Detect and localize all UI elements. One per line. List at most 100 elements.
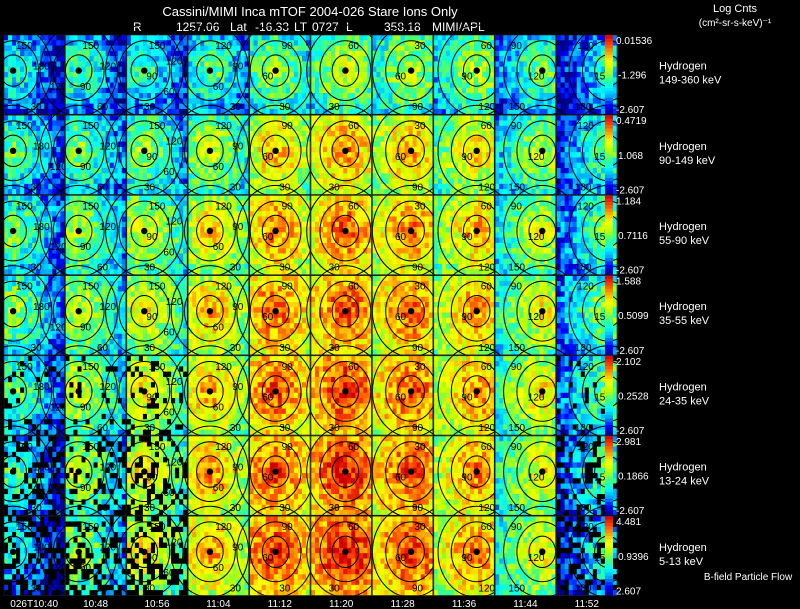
heat-cell (167, 40, 172, 46)
heat-cell (220, 50, 225, 57)
heat-cell (101, 115, 106, 121)
heat-cell (192, 152, 197, 158)
heat-cell (159, 162, 164, 169)
heat-cell (495, 56, 500, 62)
heat-cell (52, 269, 57, 275)
heat-cell (32, 98, 37, 104)
heat-cell (511, 152, 516, 158)
heat-cell (359, 56, 364, 62)
heat-cell (24, 237, 29, 244)
heat-cell (311, 82, 316, 89)
heat-cell (293, 136, 299, 142)
heat-cell (142, 87, 148, 94)
heat-cell (273, 178, 279, 185)
heat-cell (437, 103, 443, 110)
heat-cell (461, 45, 467, 52)
heat-cell (183, 173, 188, 179)
heat-cell (196, 178, 201, 185)
heat-cell (372, 120, 377, 127)
heat-cell (297, 125, 303, 132)
panel-frame (372, 34, 434, 115)
heat-cell (416, 173, 422, 179)
heat-cell (572, 120, 578, 127)
heat-cell (117, 98, 123, 104)
heat-cell (126, 82, 132, 89)
heat-cell (249, 120, 254, 127)
heat-cell (175, 40, 180, 46)
heat-cell (384, 146, 389, 153)
heat-cell (24, 264, 29, 270)
heat-cell (564, 35, 569, 41)
heat-cell (253, 146, 258, 153)
heat-cell (482, 173, 487, 179)
heat-cell (453, 93, 459, 99)
heat-cell (470, 131, 475, 137)
heat-cell (466, 82, 471, 89)
heat-cell (499, 120, 504, 127)
heat-cell (482, 125, 487, 132)
heat-cell (576, 71, 582, 78)
heat-cell (20, 157, 25, 164)
heat-cell (113, 152, 119, 158)
heat-cell (126, 66, 132, 73)
heat-cell (503, 98, 508, 104)
heat-cell (171, 77, 176, 83)
heat-cell (339, 152, 344, 158)
heat-cell (179, 71, 184, 78)
heat-cell (16, 66, 21, 73)
heat-cell (596, 71, 602, 78)
heat-cell (28, 168, 33, 174)
heat-cell (495, 178, 500, 185)
heat-cell (44, 152, 49, 158)
heat-cell (81, 40, 86, 46)
heat-cell (12, 131, 17, 137)
heat-cell (543, 40, 548, 46)
heat-cell (293, 178, 299, 185)
heat-cell (138, 146, 144, 153)
heat-cell (323, 146, 328, 153)
heat-cell (323, 50, 328, 57)
heat-cell (204, 66, 209, 73)
heat-cell (400, 40, 405, 46)
heat-cell (490, 82, 495, 89)
heat-cell (351, 152, 356, 158)
contour-line-1 (118, 40, 171, 101)
heat-cell (376, 168, 381, 174)
heat-cell (503, 120, 508, 127)
heat-cell (449, 35, 455, 41)
heat-cell (52, 66, 57, 73)
heat-cell (470, 178, 475, 185)
heat-cell (24, 61, 29, 67)
heat-cell (305, 157, 311, 164)
heat-cell (232, 35, 237, 41)
heat-cell (416, 61, 422, 67)
heat-cell (543, 131, 548, 137)
heat-cell (60, 195, 65, 201)
heat-cell (511, 40, 516, 46)
heat-cell (85, 61, 90, 67)
heat-cell (560, 35, 565, 41)
heat-cell (600, 173, 606, 179)
heat-cell (319, 189, 324, 195)
heat-cell (535, 108, 540, 115)
heat-cell (44, 50, 49, 57)
heat-cell (208, 82, 213, 89)
heat-cell (478, 45, 483, 52)
heat-cell (543, 178, 548, 185)
heat-cell (179, 146, 184, 153)
heat-cell (244, 168, 249, 174)
heat-cell (40, 40, 45, 46)
heat-cell (523, 120, 528, 127)
heat-cell (93, 103, 98, 110)
heat-cell (355, 136, 360, 142)
heat-cell (167, 178, 172, 185)
heat-cell (134, 162, 140, 169)
heat-cell (89, 183, 94, 190)
heat-cell (216, 40, 221, 46)
heat-cell (388, 136, 393, 142)
heat-cell (441, 98, 447, 104)
heat-cell (159, 61, 164, 67)
heat-cell (612, 146, 618, 153)
heat-cell (216, 141, 221, 148)
